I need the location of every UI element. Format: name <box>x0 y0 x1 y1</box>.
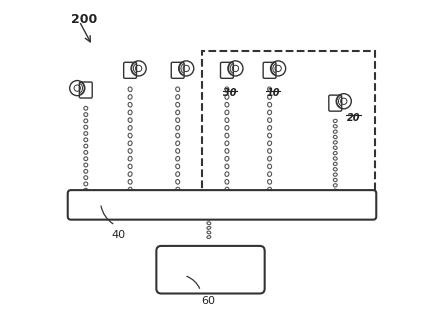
FancyBboxPatch shape <box>156 246 265 294</box>
Text: 200: 200 <box>71 13 97 26</box>
Bar <box>202 51 375 216</box>
Text: 20: 20 <box>346 113 360 123</box>
FancyBboxPatch shape <box>263 62 276 78</box>
FancyBboxPatch shape <box>329 95 342 111</box>
FancyBboxPatch shape <box>124 62 137 78</box>
FancyBboxPatch shape <box>221 62 234 78</box>
FancyBboxPatch shape <box>68 190 376 220</box>
Text: 40: 40 <box>111 229 126 240</box>
FancyBboxPatch shape <box>171 62 184 78</box>
Text: 30: 30 <box>223 88 237 98</box>
FancyBboxPatch shape <box>79 82 92 98</box>
Text: 60: 60 <box>201 296 215 306</box>
Text: 10: 10 <box>266 88 280 98</box>
